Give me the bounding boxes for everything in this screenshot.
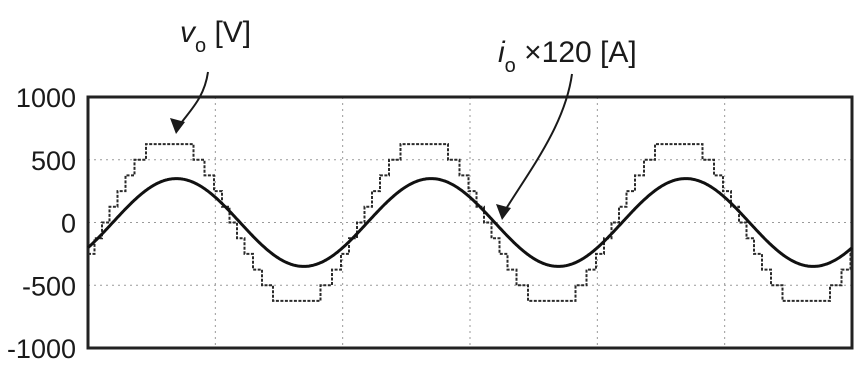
y-axis: 1000 500 0 -500 -1000: [7, 83, 76, 364]
annotation-io-label: io ×120 [A]: [498, 36, 637, 77]
y-tick-label: -1000: [7, 334, 76, 364]
annotation-vo-label: vo [V]: [180, 16, 251, 57]
y-tick-label: 1000: [16, 83, 76, 113]
series-vo-line: [88, 143, 852, 302]
series-io-line: [86, 177, 854, 268]
annotations: vo [V] io ×120 [A]: [170, 16, 637, 220]
grid: [88, 97, 852, 348]
y-tick-label: 500: [31, 146, 76, 176]
y-tick-label: -500: [22, 271, 76, 301]
arrowhead-icon: [496, 204, 511, 220]
annotation-io-arrow: [503, 73, 573, 213]
series-layer: [86, 143, 854, 302]
y-tick-label: 0: [61, 209, 76, 239]
arrowhead-icon: [170, 118, 185, 134]
plot-frame: [86, 95, 854, 350]
